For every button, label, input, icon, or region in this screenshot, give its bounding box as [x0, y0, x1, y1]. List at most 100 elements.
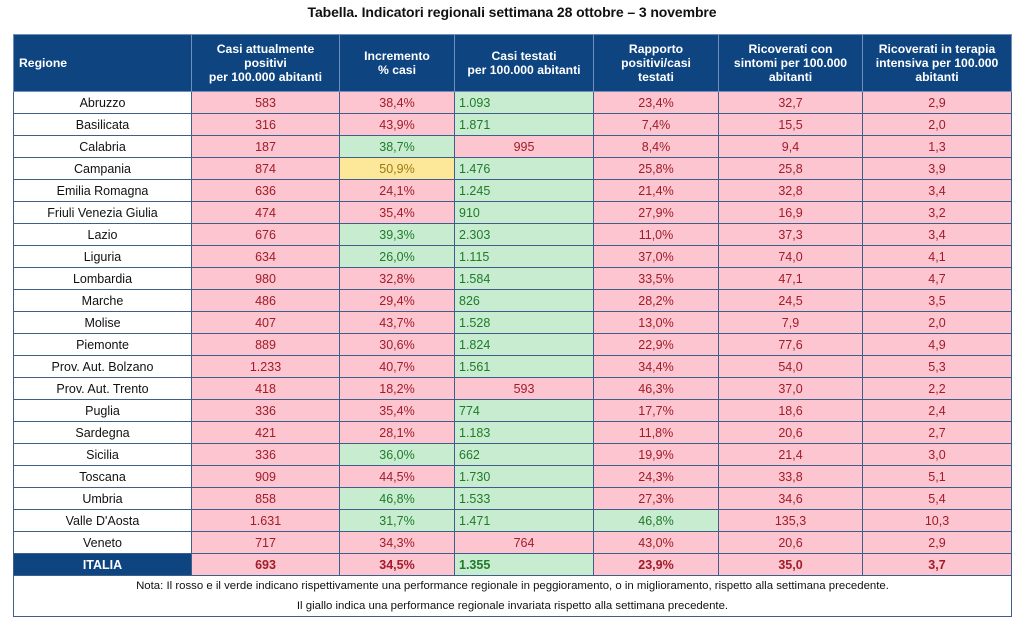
ricoverati-sintomi-cell: 32,7: [718, 91, 863, 114]
header-line: per 100.000 abitanti: [467, 63, 581, 77]
incremento-cell: 35,4%: [339, 399, 455, 422]
rapporto-cell: 24,3%: [593, 465, 719, 488]
header-line: positivi: [244, 56, 287, 70]
table-row: Liguria 634 26,0% 1.115 37,0% 74,0 4,1: [13, 245, 1012, 268]
terapia-intensiva-cell: 3,9: [862, 157, 1012, 180]
region-name: Friuli Venezia Giulia: [13, 201, 192, 224]
ricoverati-sintomi-cell: 54,0: [718, 355, 863, 378]
casi-positivi-cell: 1.631: [191, 509, 340, 532]
rapporto-cell: 37,0%: [593, 245, 719, 268]
ricoverati-sintomi-cell: 20,6: [718, 421, 863, 444]
incremento-cell: 50,9%: [339, 157, 455, 180]
header-line: Ricoverati con: [748, 42, 833, 56]
terapia-intensiva-cell: 2,4: [862, 399, 1012, 422]
incremento-cell: 30,6%: [339, 333, 455, 356]
header-line: sintomi per 100.000: [733, 56, 848, 70]
casi-positivi-cell: 187: [191, 135, 340, 158]
table-row: Emilia Romagna 636 24,1% 1.245 21,4% 32,8 3,4: [13, 179, 1012, 202]
rapporto-cell: 46,8%: [593, 509, 719, 532]
region-name: Toscana: [13, 465, 192, 488]
casi-testati-cell: 662: [454, 443, 594, 466]
region-name: Valle D'Aosta: [13, 509, 192, 532]
region-name: Puglia: [13, 399, 192, 422]
ricoverati-sintomi-cell: 16,9: [718, 201, 863, 224]
header-incremento: Incremento% casi: [339, 34, 455, 92]
region-name: Prov. Aut. Trento: [13, 377, 192, 400]
region-name: Marche: [13, 289, 192, 312]
casi-testati-cell: 1.824: [454, 333, 594, 356]
incremento-cell: 39,3%: [339, 223, 455, 246]
casi-positivi-cell: 909: [191, 465, 340, 488]
rapporto-cell: 11,0%: [593, 223, 719, 246]
casi-testati-cell: 1.871: [454, 113, 594, 136]
casi-testati-cell: 2.303: [454, 223, 594, 246]
region-name: Emilia Romagna: [13, 179, 192, 202]
ricoverati-sintomi-cell: 20,6: [718, 531, 863, 554]
casi-testati-cell: 1.528: [454, 311, 594, 334]
ricoverati-sintomi-cell: 37,0: [718, 377, 863, 400]
rapporto-cell: 21,4%: [593, 179, 719, 202]
terapia-intensiva-cell: 4,7: [862, 267, 1012, 290]
regional-indicators-table: Regione Casi attualmente positivi per 100.0…: [13, 34, 1012, 617]
casi-positivi-cell: 418: [191, 377, 340, 400]
header-line: Casi testati: [491, 49, 557, 63]
rapporto-cell: 25,8%: [593, 157, 719, 180]
casi-positivi-cell: 717: [191, 531, 340, 554]
rapporto-cell: 34,4%: [593, 355, 719, 378]
header-row: Regione Casi attualmente positivi per 100.0…: [13, 34, 1012, 92]
total-row: ITALIA 693 34,5% 1.355 23,9% 35,0 3,7: [13, 553, 1012, 576]
casi-positivi-cell: 889: [191, 333, 340, 356]
header-regione: Regione: [13, 34, 192, 92]
rapporto-cell: 43,0%: [593, 531, 719, 554]
table-row: Calabria 187 38,7% 995 8,4% 9,4 1,3: [13, 135, 1012, 158]
header-casi-testati: Casi testati per 100.000 abitanti: [454, 34, 594, 92]
terapia-intensiva-cell: 3,4: [862, 223, 1012, 246]
table-row: Toscana 909 44,5% 1.730 24,3% 33,8 5,1: [13, 465, 1012, 488]
region-name: Calabria: [13, 135, 192, 158]
header-ricoverati-sintomi: Ricoverati con sintomi per 100.000 abitant…: [718, 34, 863, 92]
terapia-intensiva-cell: 3,0: [862, 443, 1012, 466]
incremento-cell: 31,7%: [339, 509, 455, 532]
table-row: Marche 486 29,4% 826 28,2% 24,5 3,5: [13, 289, 1012, 312]
casi-testati-cell: 1.183: [454, 421, 594, 444]
terapia-intensiva-cell: 5,3: [862, 355, 1012, 378]
ricoverati-sintomi-cell: 37,3: [718, 223, 863, 246]
note-row: Nota: Il rosso e il verde indicano rispe…: [13, 575, 1012, 617]
rapporto-cell: 33,5%: [593, 267, 719, 290]
table-row: Prov. Aut. Trento 418 18,2% 593 46,3% 37,0 2,2: [13, 377, 1012, 400]
region-name: Campania: [13, 157, 192, 180]
casi-testati-cell: 593: [454, 377, 594, 400]
terapia-intensiva-cell: 2,0: [862, 113, 1012, 136]
casi-positivi-cell: 980: [191, 267, 340, 290]
table-row: Valle D'Aosta 1.631 31,7% 1.471 46,8% 135,3 10…: [13, 509, 1012, 532]
rapporto-cell: 28,2%: [593, 289, 719, 312]
casi-positivi-cell: 421: [191, 421, 340, 444]
casi-positivi-cell: 336: [191, 443, 340, 466]
header-line: intensiva per 100.000: [875, 56, 999, 70]
casi-positivi-cell: 316: [191, 113, 340, 136]
incremento-cell: 43,9%: [339, 113, 455, 136]
table-title: Tabella. Indicatori regionali settimana …: [307, 4, 717, 20]
terapia-intensiva-cell: 5,1: [862, 465, 1012, 488]
region-name: Umbria: [13, 487, 192, 510]
header-line: Regione: [19, 56, 68, 70]
rapporto-cell: 27,9%: [593, 201, 719, 224]
region-name: Piemonte: [13, 333, 192, 356]
table-row: Sardegna 421 28,1% 1.183 11,8% 20,6 2,7: [13, 421, 1012, 444]
casi-testati-cell: 1.476: [454, 157, 594, 180]
casi-testati-cell: 1.533: [454, 487, 594, 510]
incremento-cell: 18,2%: [339, 377, 455, 400]
table-row: Piemonte 889 30,6% 1.824 22,9% 77,6 4,9: [13, 333, 1012, 356]
incremento-cell: 40,7%: [339, 355, 455, 378]
terapia-intensiva-cell: 2,9: [862, 531, 1012, 554]
casi-testati-cell: 774: [454, 399, 594, 422]
terapia-intensiva-cell: 1,3: [862, 135, 1012, 158]
header-line: testati: [638, 70, 674, 84]
rapporto-cell: 13,0%: [593, 311, 719, 334]
casi-testati-cell: 1.115: [454, 245, 594, 268]
casi-testati-cell: 1.471: [454, 509, 594, 532]
terapia-intensiva-cell: 3,2: [862, 201, 1012, 224]
ricoverati-sintomi-cell: 74,0: [718, 245, 863, 268]
table-row: Campania 874 50,9% 1.476 25,8% 25,8 3,9: [13, 157, 1012, 180]
casi-testati-cell: 1.730: [454, 465, 594, 488]
